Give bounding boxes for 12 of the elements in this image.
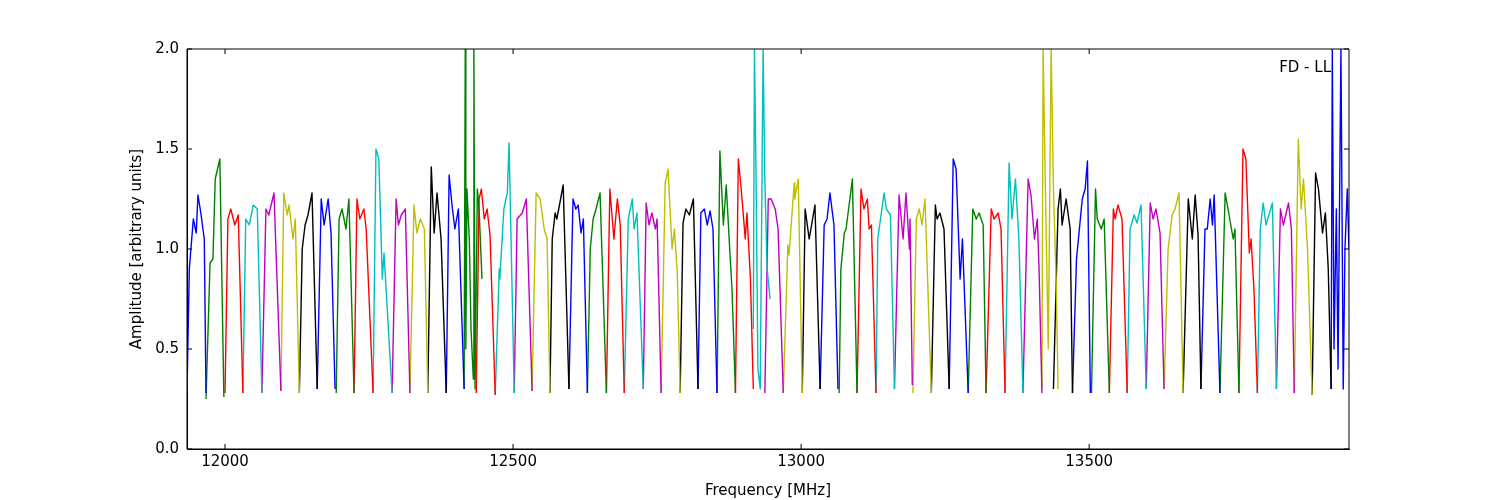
x-tick-label: 13000 bbox=[777, 451, 825, 470]
y-tick-label: 1.0 bbox=[155, 238, 179, 257]
y-tick-label: 1.5 bbox=[155, 138, 179, 157]
y-tick-label: 0.5 bbox=[155, 338, 179, 357]
x-tick-label: 13500 bbox=[1065, 451, 1114, 470]
x-tick-label: 12500 bbox=[489, 451, 537, 470]
x-tick-label: 12000 bbox=[201, 451, 249, 470]
y-tick-label: 0.0 bbox=[155, 438, 179, 457]
y-tick-label: 2.0 bbox=[155, 38, 179, 57]
x-axis-title: Frequency [MHz] bbox=[704, 480, 832, 499]
annotation: FD - LL bbox=[1279, 58, 1332, 77]
y-axis-title: Amplitude [arbitrary units] bbox=[126, 148, 145, 350]
